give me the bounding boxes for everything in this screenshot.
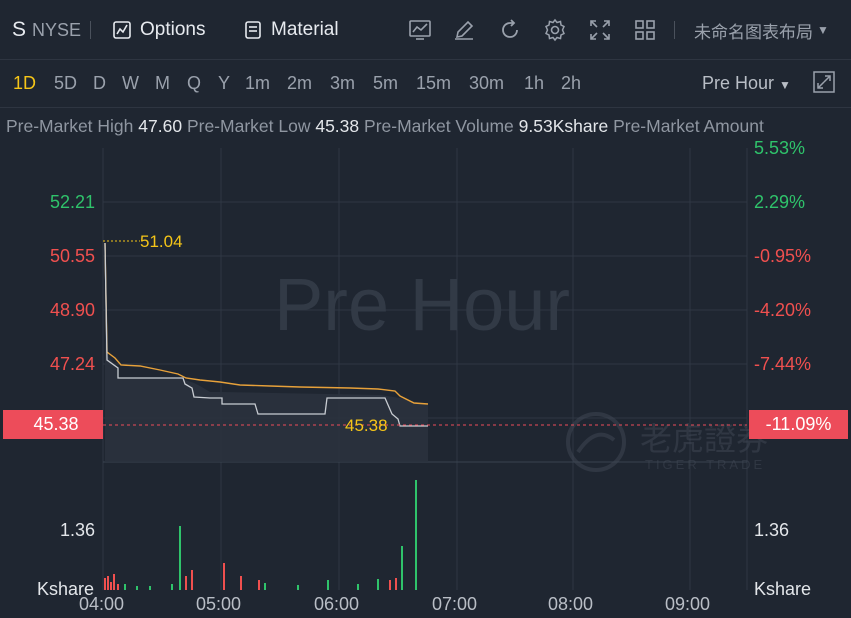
price-line: [104, 242, 429, 405]
session-dropdown[interactable]: Pre Hour ▼: [702, 73, 791, 94]
period-30m[interactable]: 30m: [469, 73, 505, 93]
gear-icon[interactable]: [542, 17, 568, 43]
last-marker-label: 45.38: [345, 416, 388, 435]
high-marker-label: 51.04: [140, 232, 183, 251]
volume-bars: [104, 480, 417, 590]
options-icon: [113, 21, 131, 39]
symbol-label[interactable]: S: [12, 18, 27, 41]
current-pct-tag: -11.09%: [749, 410, 848, 439]
average-line: [104, 242, 428, 427]
grid-icon[interactable]: [632, 17, 658, 43]
chart-grid: [102, 148, 748, 590]
period-1m[interactable]: 1m: [245, 73, 271, 93]
period-3m[interactable]: 3m: [330, 73, 356, 93]
time-tick: 04:00: [79, 594, 125, 614]
logo-cn: 老虎證券: [640, 420, 768, 458]
high-value: 47.60: [138, 116, 183, 136]
pct-axis-label: -0.95%: [754, 246, 812, 266]
chevron-down-icon: ▼: [817, 23, 829, 37]
time-tick: 07:00: [432, 594, 478, 614]
logo-en: TIGER TRADE: [645, 457, 765, 472]
period-2h[interactable]: 2h: [561, 73, 582, 93]
current-price-tag: 45.38: [3, 410, 103, 439]
period-5m[interactable]: 5m: [373, 73, 399, 93]
high-label: Pre-Market High: [6, 116, 134, 136]
layout-label: 未命名图表布局: [694, 22, 813, 42]
refresh-icon[interactable]: [497, 17, 523, 43]
options-label: Options: [140, 19, 206, 40]
toolbar-divider: [90, 21, 91, 39]
period-2m[interactable]: 2m: [287, 73, 313, 93]
material-label: Material: [271, 19, 339, 40]
pct-axis-label: 2.29%: [754, 192, 806, 212]
time-tick: 09:00: [665, 594, 711, 614]
pct-axis-label: 5.53%: [754, 138, 806, 158]
options-button[interactable]: Options: [112, 0, 205, 60]
low-label: Pre-Market Low: [186, 116, 311, 136]
price-axis-label: 48.90: [49, 300, 95, 320]
material-button[interactable]: Material: [243, 0, 339, 60]
period-1d[interactable]: 1D: [13, 73, 37, 93]
volume-value: 9.53Kshare: [518, 116, 609, 136]
premarket-stats: Pre-Market High 47.60 Pre-Market Low 45.…: [6, 116, 764, 137]
period-5d[interactable]: 5D: [54, 73, 78, 93]
period-1h[interactable]: 1h: [524, 73, 545, 93]
chevron-down-icon: ▼: [779, 78, 791, 92]
volume-label: Pre-Market Volume: [364, 116, 514, 136]
period-q[interactable]: Q: [187, 73, 202, 93]
toolbar-divider: [674, 21, 675, 39]
volume-axis-label-right: 1.36: [754, 520, 790, 540]
period-y[interactable]: Y: [218, 73, 231, 93]
time-tick: 06:00: [314, 594, 360, 614]
session-label: Pre Hour: [702, 73, 775, 93]
amount-label: Pre-Market Amount: [613, 116, 764, 136]
period-m[interactable]: M: [155, 73, 170, 93]
tiger-logo: 老虎證券 TIGER TRADE: [566, 412, 768, 472]
watermark-text: Pre Hour: [274, 263, 570, 346]
volume-unit-left: Kshare: [37, 579, 95, 599]
top-toolbar: S NYSE Options Material: [0, 0, 851, 60]
period-d[interactable]: D: [93, 73, 106, 93]
pct-axis-label: -4.20%: [754, 300, 812, 320]
price-area: [105, 243, 428, 462]
pct-axis-label: -7.44%: [754, 354, 812, 374]
chart-icon[interactable]: [407, 17, 433, 43]
volume-unit-right: Kshare: [754, 579, 812, 599]
layout-dropdown[interactable]: 未命名图表布局 ▼: [694, 0, 829, 60]
edit-icon[interactable]: [451, 17, 477, 43]
period-15m[interactable]: 15m: [416, 73, 452, 93]
volume-axis-label: 1.36: [59, 520, 95, 540]
period-bar: 1D 5D D W M Q Y 1m 2m 3m 5m 15m 30m 1h 2…: [0, 60, 851, 108]
document-icon: [245, 21, 261, 39]
fullscreen-icon[interactable]: [587, 17, 613, 43]
price-axis-label: 47.24: [49, 354, 95, 374]
price-axis-label: 50.55: [49, 246, 95, 266]
expand-icon[interactable]: [813, 71, 835, 93]
period-w[interactable]: W: [122, 73, 139, 93]
price-axis-label: 52.21: [49, 192, 95, 212]
time-tick: 08:00: [548, 594, 594, 614]
low-value: 45.38: [315, 116, 360, 136]
exchange-label: NYSE: [32, 19, 82, 40]
time-tick: 05:00: [196, 594, 242, 614]
